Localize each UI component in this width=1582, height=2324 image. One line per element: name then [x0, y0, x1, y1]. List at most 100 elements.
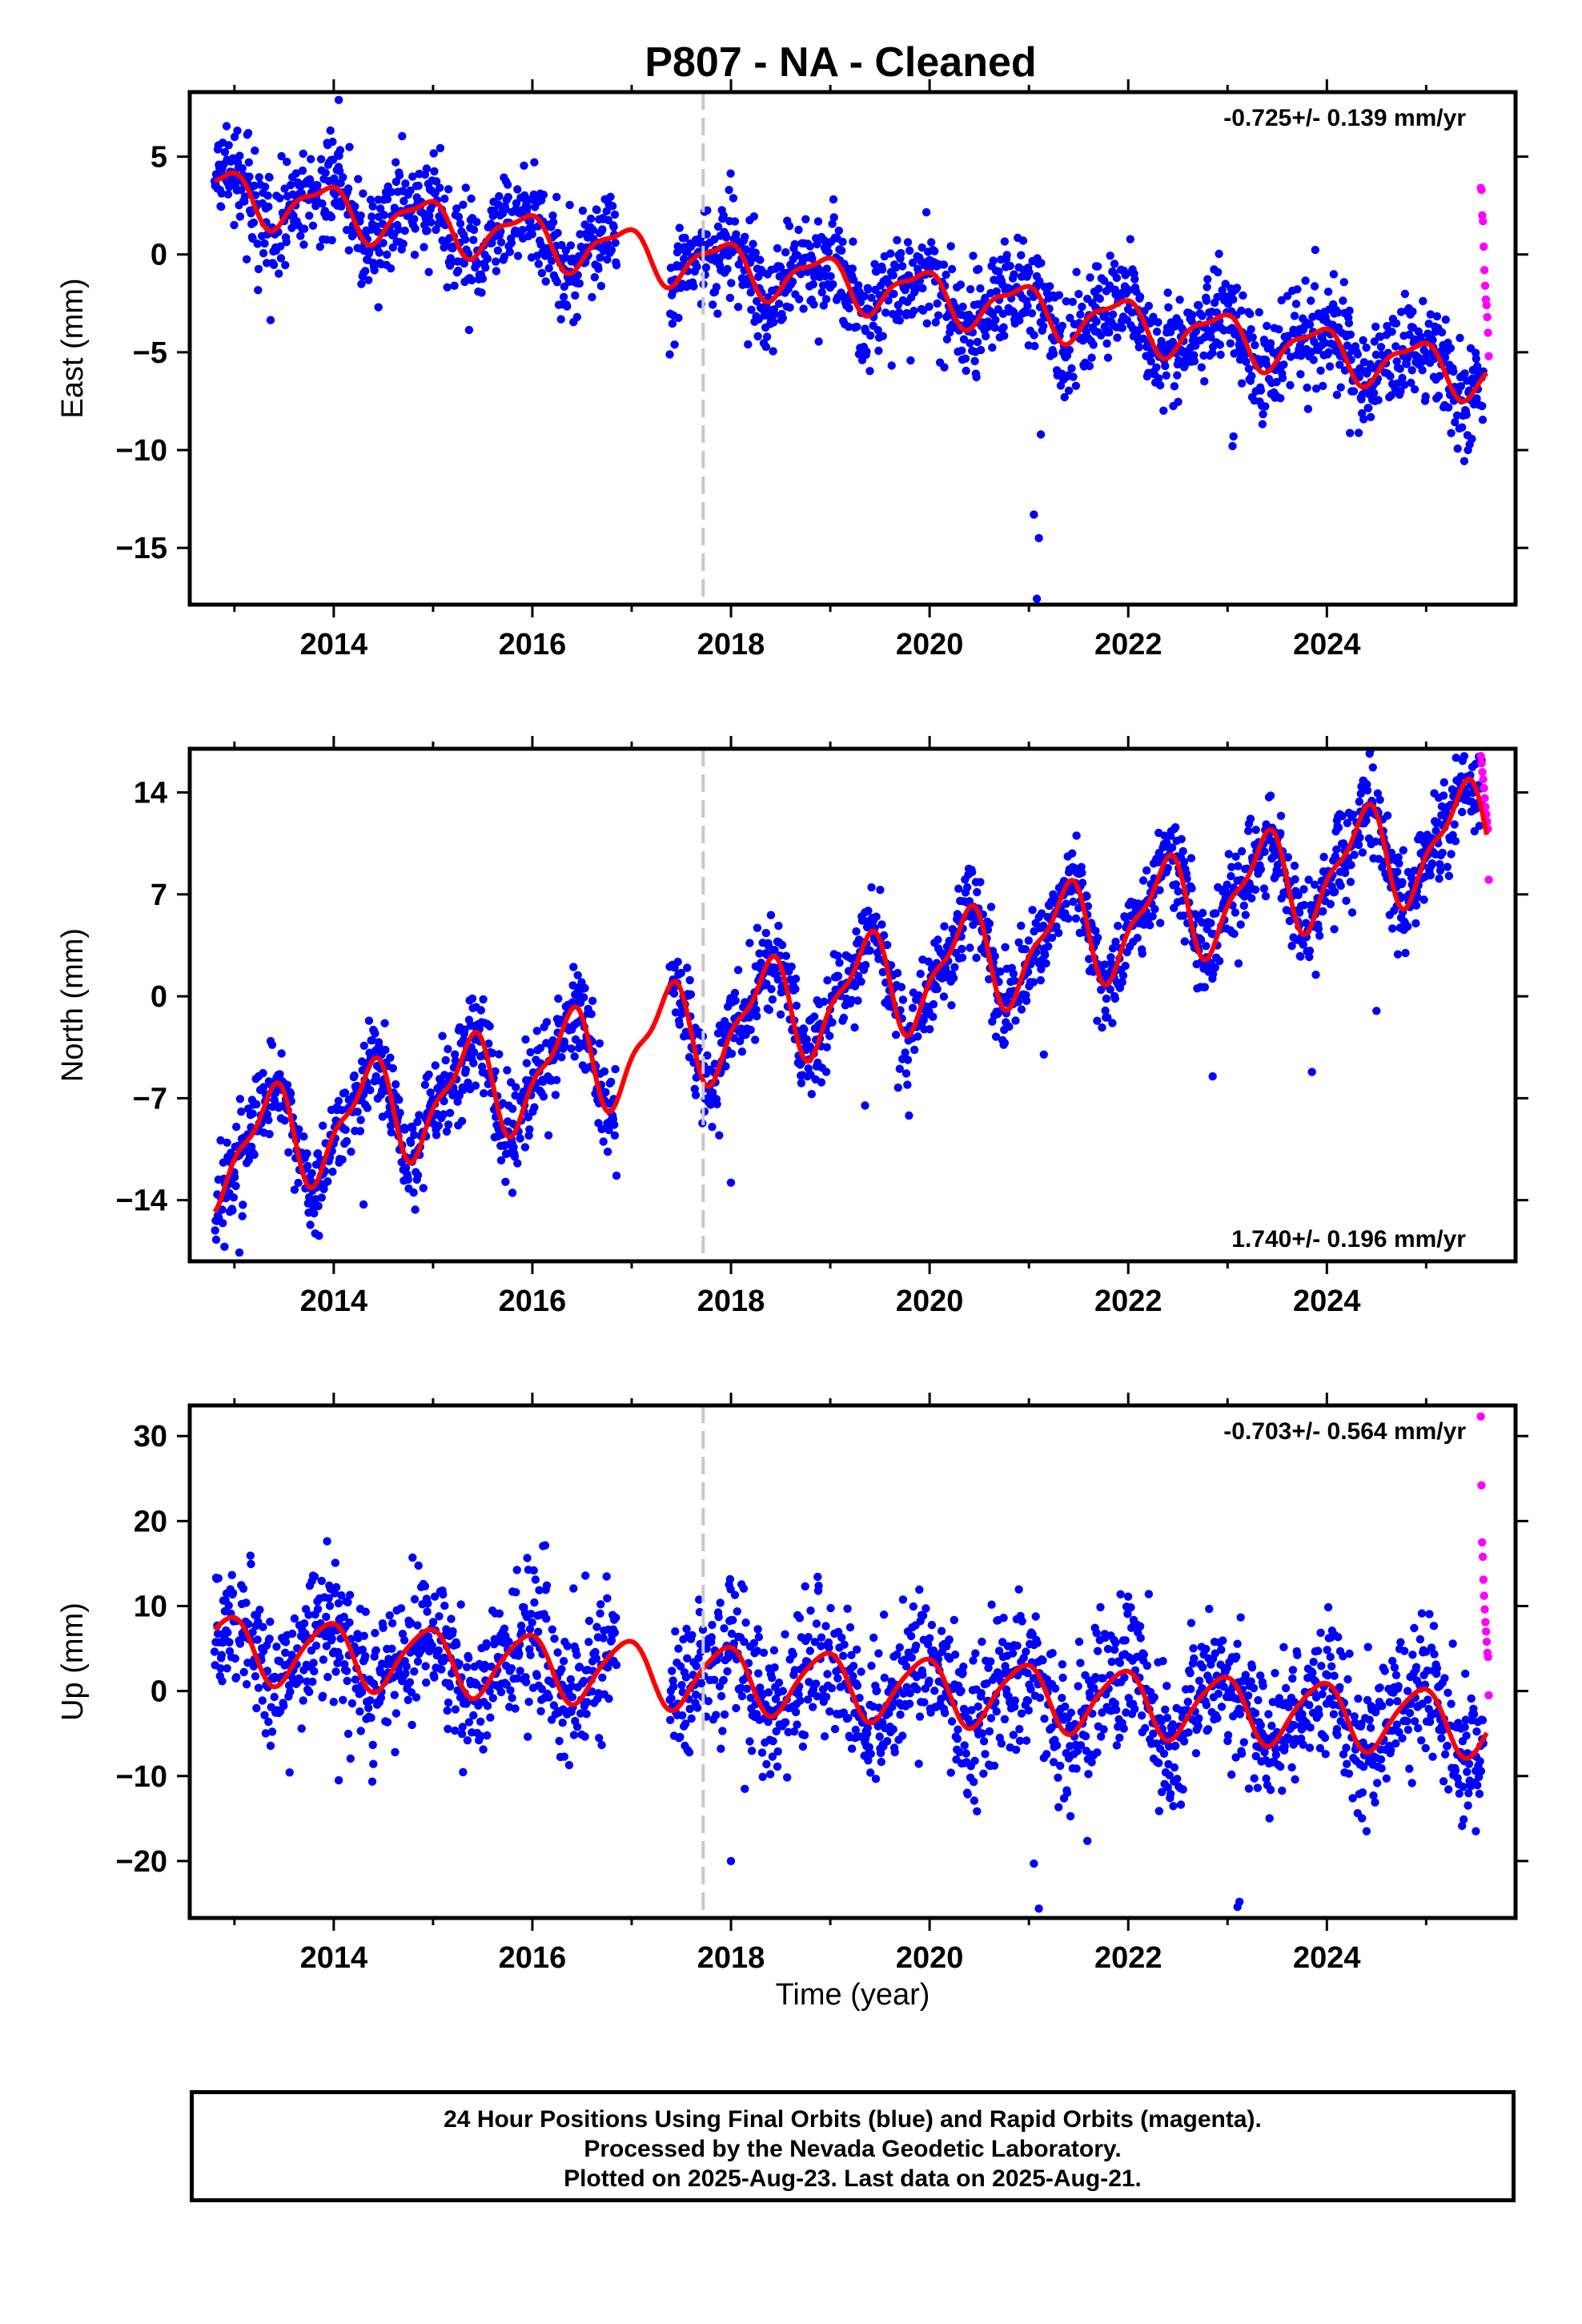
north-x-tick-label: 2020: [896, 1285, 964, 1318]
final-orbit-point: [1126, 235, 1135, 243]
final-orbit-point: [861, 960, 870, 970]
final-orbit-point: [722, 233, 731, 242]
final-orbit-point: [1369, 388, 1379, 397]
final-orbit-point: [404, 1695, 412, 1704]
final-orbit-point: [1000, 332, 1009, 340]
north-x-tick-label: 2018: [697, 1285, 765, 1318]
final-orbit-point: [239, 1200, 247, 1209]
final-orbit-point: [817, 1078, 826, 1087]
final-orbit-point: [1444, 403, 1453, 412]
final-orbit-point: [331, 1558, 339, 1567]
final-orbit-point: [1087, 353, 1096, 362]
final-orbit-point: [1148, 912, 1157, 921]
final-orbit-point: [942, 335, 952, 344]
final-orbit-point: [1229, 295, 1238, 304]
final-orbit-point: [367, 1777, 377, 1786]
final-orbit-point: [930, 247, 939, 255]
final-orbit-point: [898, 262, 907, 271]
final-orbit-point: [710, 1675, 719, 1684]
final-orbit-point: [328, 1168, 337, 1176]
final-orbit-point: [1092, 317, 1101, 326]
final-orbit-point: [1111, 937, 1120, 947]
final-orbit-point: [1339, 296, 1347, 305]
final-orbit-point: [1021, 945, 1030, 954]
final-orbit-point: [1391, 342, 1400, 351]
final-orbit-point: [727, 1049, 737, 1059]
rapid-orbit-point: [1483, 312, 1492, 322]
final-orbit-point: [1396, 387, 1405, 396]
final-orbit-point: [1247, 372, 1256, 380]
final-orbit-point: [793, 1720, 801, 1729]
final-orbit-point: [1411, 901, 1421, 910]
final-orbit-point: [1248, 333, 1257, 342]
final-orbit-point: [895, 308, 904, 317]
final-orbit-point: [299, 1132, 308, 1141]
final-orbit-point: [669, 1683, 678, 1691]
final-orbit-point: [383, 195, 392, 203]
final-orbit-point: [401, 179, 410, 188]
final-orbit-point: [835, 959, 844, 967]
final-orbit-point: [1456, 333, 1464, 343]
final-orbit-point: [479, 995, 488, 1004]
final-orbit-point: [1331, 852, 1340, 861]
final-orbit-point: [611, 1064, 620, 1074]
final-orbit-point: [1400, 289, 1410, 299]
final-orbit-point: [520, 1143, 530, 1152]
final-orbit-point: [343, 1729, 353, 1739]
final-orbit-point: [1203, 283, 1211, 292]
final-orbit-point: [1078, 302, 1086, 312]
final-orbit-point: [1118, 971, 1128, 980]
final-orbit-point: [277, 1049, 286, 1058]
final-orbit-point: [400, 1125, 409, 1134]
final-orbit-point: [1114, 922, 1122, 931]
final-orbit-point: [898, 995, 908, 1004]
final-orbit-point: [483, 254, 492, 263]
final-orbit-point: [1466, 730, 1474, 738]
rapid-orbit-point: [1484, 352, 1493, 360]
final-orbit-point: [217, 1651, 226, 1659]
final-orbit-point: [1014, 938, 1023, 947]
final-orbit-point: [1069, 897, 1078, 907]
final-orbit-point: [265, 1130, 274, 1139]
final-orbit-point: [1452, 411, 1462, 420]
final-orbit-point: [1342, 896, 1351, 906]
final-orbit-point: [1207, 919, 1215, 927]
final-orbit-point: [1316, 366, 1325, 375]
final-orbit-point: [223, 1628, 232, 1637]
final-orbit-point: [1259, 884, 1269, 893]
final-orbit-point: [1100, 276, 1109, 285]
final-orbit-point: [400, 1636, 409, 1645]
final-orbit-point: [423, 226, 432, 235]
final-orbit-point: [717, 1691, 726, 1701]
final-orbit-point: [496, 1156, 506, 1165]
final-orbit-point: [547, 256, 556, 265]
final-orbit-point: [837, 246, 846, 255]
final-orbit-point: [1339, 278, 1349, 287]
final-orbit-point: [814, 337, 823, 346]
final-orbit-point: [517, 1627, 526, 1637]
final-orbit-point: [364, 1703, 373, 1712]
north-y-axis-label: North (mm): [56, 928, 90, 1082]
final-orbit-point: [493, 246, 503, 255]
final-orbit-point: [733, 1607, 741, 1616]
final-orbit-point: [1236, 920, 1245, 929]
final-orbit-point: [327, 1634, 336, 1643]
final-orbit-point: [480, 1089, 488, 1098]
final-orbit-point: [1296, 370, 1305, 379]
final-orbit-point: [712, 1711, 721, 1719]
final-orbit-point: [910, 1045, 919, 1055]
final-orbit-point: [563, 302, 572, 311]
final-orbit-point: [364, 1016, 374, 1025]
east-rate-annotation: -0.725+/- 0.139 mm/yr: [1223, 105, 1466, 131]
final-orbit-point: [1460, 752, 1469, 761]
final-orbit-point: [1152, 363, 1161, 372]
final-orbit-point: [267, 1727, 277, 1736]
final-orbit-point: [366, 1696, 375, 1705]
final-orbit-point: [853, 996, 862, 1005]
final-orbit-point: [564, 1760, 574, 1770]
final-orbit-point: [756, 255, 765, 264]
final-orbit-point: [469, 225, 479, 235]
final-orbit-point: [976, 878, 985, 887]
final-orbit-point: [327, 235, 336, 245]
final-orbit-point: [809, 300, 818, 309]
